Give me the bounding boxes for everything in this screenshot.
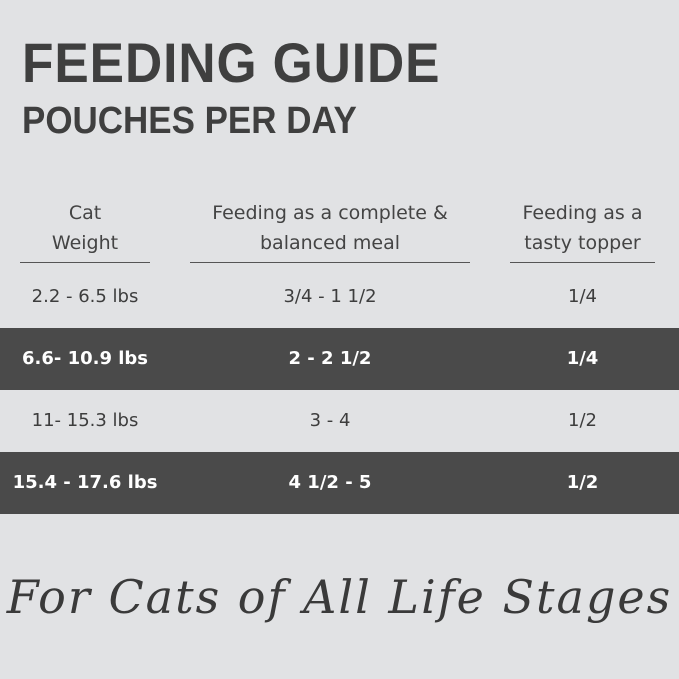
table-cell: 1/4 (566, 348, 599, 369)
header-line: tasty topper (524, 232, 641, 254)
table-cell: 1/4 (568, 286, 597, 307)
header-line: Feeding as a (522, 202, 643, 224)
table-cell: 3/4 - 1 1/2 (283, 286, 377, 307)
title: FEEDING GUIDE (22, 31, 441, 94)
header-line: Cat (68, 202, 102, 224)
column-header: Cat Weight (20, 198, 150, 263)
header-line: Weight (51, 232, 119, 254)
table-cell: 4 1/2 - 5 (288, 472, 372, 493)
table-cell: 1/2 (568, 410, 597, 431)
table-cell: 11- 15.3 lbs (31, 410, 139, 431)
table-cell: 3 - 4 (309, 410, 351, 431)
column-header: Feeding as a complete & balanced meal (190, 198, 470, 263)
table-cell: 6.6- 10.9 lbs (21, 348, 149, 369)
table-row: 2.2 - 6.5 lbs 3/4 - 1 1/2 1/4 (0, 266, 679, 328)
table-cell: 2.2 - 6.5 lbs (31, 286, 139, 307)
header-line: Feeding as a complete & (212, 202, 448, 224)
table-row: 11- 15.3 lbs 3 - 4 1/2 (0, 390, 679, 452)
table-cell: 1/2 (566, 472, 599, 493)
column-header: Feeding as a tasty topper (510, 198, 655, 263)
header-line: balanced meal (259, 232, 401, 254)
subtitle: POUCHES PER DAY (22, 100, 357, 142)
table-row: 15.4 - 17.6 lbs 4 1/2 - 5 1/2 (0, 452, 679, 514)
table-cell: 15.4 - 17.6 lbs (12, 472, 158, 493)
table-cell: 2 - 2 1/2 (288, 348, 372, 369)
table-row: 6.6- 10.9 lbs 2 - 2 1/2 1/4 (0, 328, 679, 390)
tagline: For Cats of All Life Stages (6, 570, 673, 624)
